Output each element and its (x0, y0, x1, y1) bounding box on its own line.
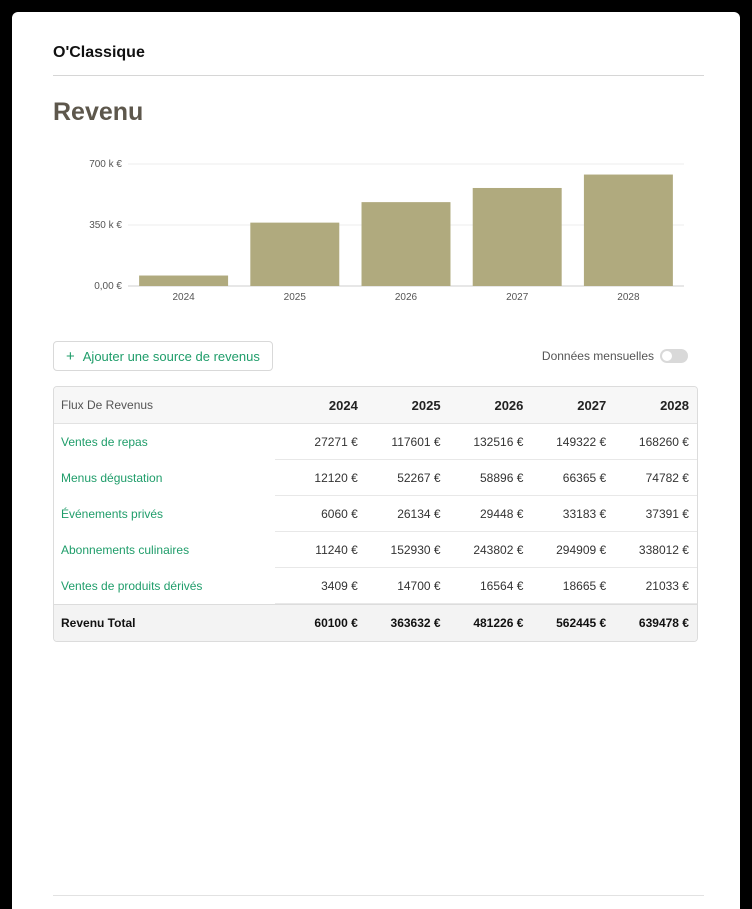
revenue-stream-link[interactable]: Abonnements culinaires (61, 543, 190, 557)
page: O'Classique Revenu 0,00 € 350 k € 700 k € 2… (12, 12, 740, 909)
table-cell: 294909 € (556, 543, 607, 557)
column-header-year: 2027 (577, 397, 607, 413)
total-cell: 60100 € (314, 616, 358, 630)
table-cell: 12120 € (314, 471, 358, 485)
add-revenue-source-button[interactable]: + Ajouter une source de revenus (53, 341, 273, 371)
monthly-data-toggle-group: Données mensuelles (542, 349, 688, 363)
table-header-row: Flux De Revenus 2024 2025 2026 2027 2028 (54, 387, 697, 424)
revenue-chart: 0,00 € 350 k € 700 k € 2024 2025 2026 2027 2028 (89, 159, 684, 303)
table-cell: 152930 € (390, 543, 441, 557)
header-divider (53, 75, 704, 76)
y-tick-label: 350 k € (89, 220, 122, 231)
x-tick-label: 2025 (284, 292, 307, 303)
x-tick-label: 2028 (617, 292, 640, 303)
table-cell: 11240 € (315, 543, 358, 557)
bar-2027[interactable] (472, 187, 562, 286)
column-header-stream: Flux De Revenus (61, 398, 154, 412)
table-cell: 27271 € (314, 435, 358, 449)
table-cell: 14700 € (397, 579, 441, 593)
x-tick-label: 2027 (506, 292, 529, 303)
app-brand: O'Classique (53, 44, 145, 61)
x-tick-label: 2026 (395, 292, 418, 303)
column-header-year: 2026 (494, 397, 524, 413)
table-cell: 37391 € (645, 507, 689, 521)
y-tick-label: 700 k € (89, 159, 122, 170)
total-label: Revenu Total (61, 616, 136, 630)
revenue-stream-link[interactable]: Ventes de repas (61, 435, 148, 449)
table-cell: 52267 € (397, 471, 441, 485)
table-cell: 117601 € (391, 435, 441, 449)
bar-2028[interactable] (583, 174, 673, 286)
total-cell: 363632 € (390, 616, 441, 630)
bar-2026[interactable] (361, 202, 451, 286)
total-cell: 639478 € (638, 616, 689, 630)
table-cell: 3409 € (321, 579, 358, 593)
table-cell: 132516 € (473, 435, 524, 449)
table-row: Menus dégustation 12120 € 52267 € 58896 … (54, 460, 697, 496)
table-cell: 66365 € (562, 471, 607, 485)
total-row: Revenu Total 60100 € 363632 € 481226 € 5… (54, 604, 697, 641)
y-tick-label: 0,00 € (94, 281, 122, 292)
table-cell: 16564 € (480, 579, 524, 593)
table-cell: 21033 € (645, 579, 689, 593)
total-cell: 562445 € (556, 616, 607, 630)
bar-2024[interactable] (139, 275, 229, 286)
column-header-year: 2024 (328, 397, 358, 413)
table-cell: 149322 € (556, 435, 607, 449)
table-cell: 18665 € (562, 579, 607, 593)
table-cell: 26134 € (397, 507, 441, 521)
revenue-table: Flux De Revenus 2024 2025 2026 2027 2028… (53, 386, 698, 642)
monthly-data-label: Données mensuelles (541, 349, 654, 363)
x-tick-label: 2024 (172, 292, 195, 303)
table-cell: 74782 € (645, 471, 689, 485)
table-cell: 243802 € (473, 543, 524, 557)
table-row: Événements privés 6060 € 26134 € 29448 €… (54, 496, 697, 532)
table-cell: 58896 € (480, 471, 524, 485)
page-title: Revenu (53, 98, 144, 126)
table-row: Ventes de produits dérivés 3409 € 14700 … (54, 568, 697, 604)
column-header-year: 2028 (660, 397, 689, 413)
revenue-stream-link[interactable]: Ventes de produits dérivés (61, 579, 203, 593)
table-cell: 29448 € (480, 507, 524, 521)
total-cell: 481226 € (473, 616, 524, 630)
toggle-knob (662, 351, 672, 361)
plus-icon: + (66, 347, 75, 365)
revenue-stream-link[interactable]: Menus dégustation (61, 471, 163, 485)
monthly-data-toggle[interactable] (660, 349, 688, 363)
table-cell: 168260 € (638, 435, 689, 449)
table-row: Abonnements culinaires 11240 € 152930 € … (54, 532, 697, 568)
table-cell: 338012 € (638, 543, 689, 557)
revenue-stream-link[interactable]: Événements privés (61, 507, 164, 521)
footer-divider (53, 895, 704, 896)
bar-2025[interactable] (250, 222, 340, 286)
table-cell: 6060 € (321, 507, 358, 521)
table-cell: 33183 € (562, 507, 607, 521)
add-revenue-source-label: Ajouter une source de revenus (82, 348, 260, 364)
column-header-year: 2025 (411, 397, 441, 413)
table-row: Ventes de repas 27271 € 117601 € 132516 … (54, 424, 697, 460)
